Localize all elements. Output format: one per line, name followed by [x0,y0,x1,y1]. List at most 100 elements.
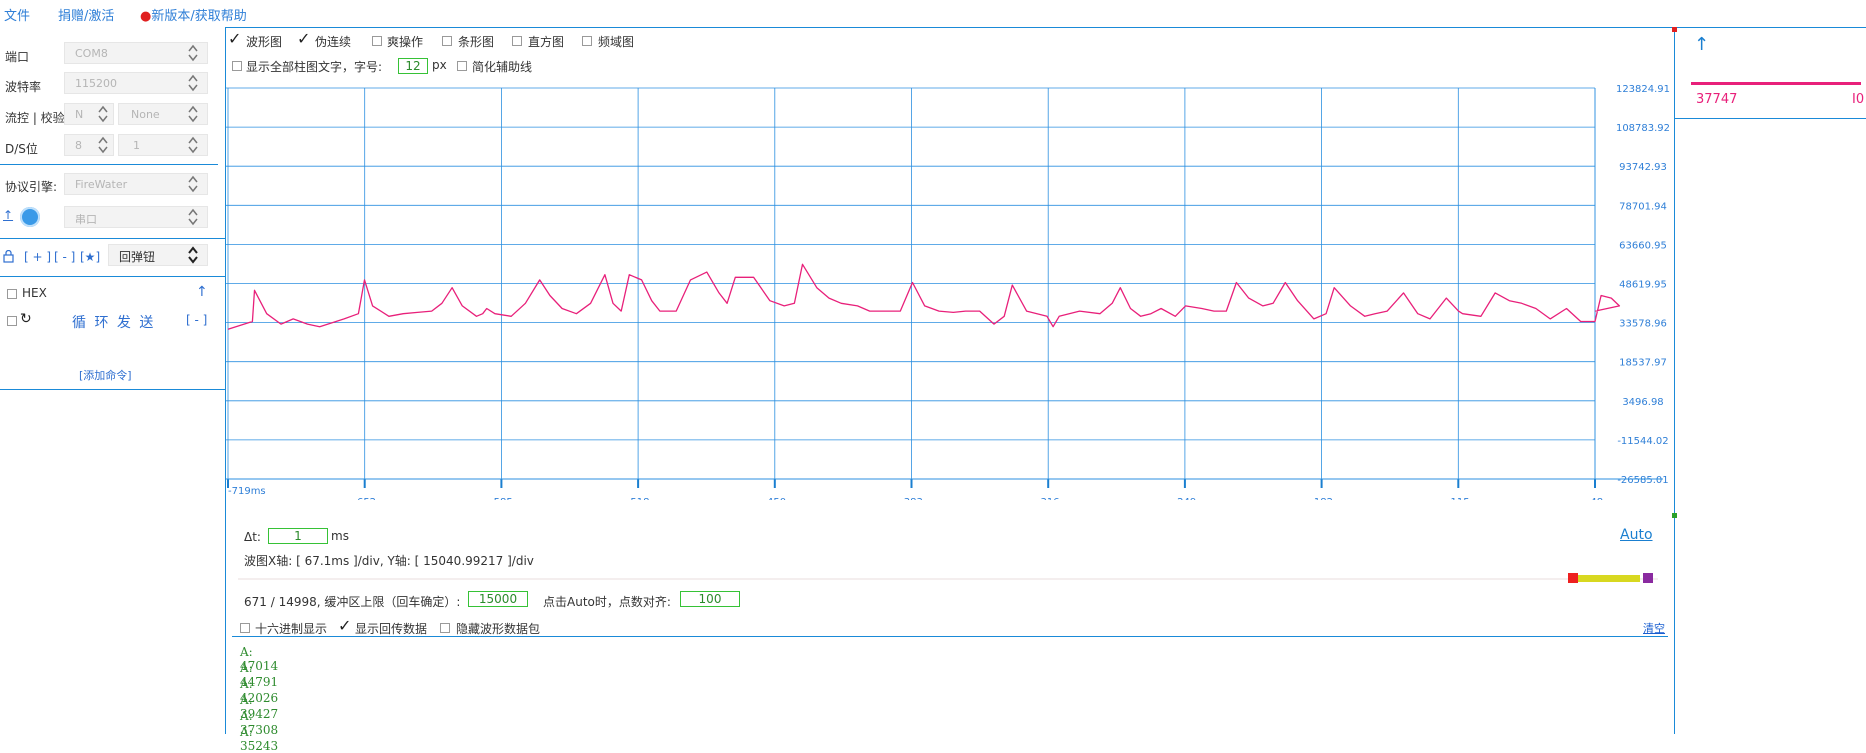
remove-loop-button[interactable]: [ - ] [186,313,208,327]
buffer-limit-input[interactable]: 15000 [468,591,528,607]
divider [0,164,218,165]
serial-value: 串口 [75,213,97,226]
spinner-icon[interactable] [187,74,199,92]
hex-checkbox[interactable] [7,289,17,299]
menu-help-label: 新版本/获取帮助 [151,9,247,24]
upload-arrow-icon[interactable]: ↑ [3,208,14,222]
y-tick-label: 78701.94 [1619,201,1667,212]
send-arrow-icon[interactable]: ↑ [196,284,208,300]
freq-checkbox[interactable] [582,36,592,46]
dt-input[interactable]: 1 [268,528,328,544]
x-tick-label: -249 [1174,497,1197,500]
top-divider [226,27,1866,28]
dt-label: Δt: [244,530,261,544]
flow-select[interactable]: N [64,103,114,125]
waveform-check-icon[interactable]: ✓ [228,29,242,48]
hex-display-checkbox[interactable] [240,623,250,633]
spinner-icon[interactable] [97,105,109,123]
loop-icon: ↻ [20,311,32,327]
lock-icon[interactable] [3,249,14,266]
spinner-icon[interactable] [97,136,109,154]
cool-op-label: 爽操作 [387,35,424,49]
spinner-icon[interactable] [187,175,199,193]
x-tick-label: -450 [763,497,786,500]
serial-select[interactable]: 串口 [64,206,208,228]
simplify-checkbox[interactable] [457,61,467,71]
add-command-link[interactable]: [添加命令] [79,369,132,382]
add-command-bracket-button[interactable]: [ + ] [24,250,52,264]
y-tick-label: 93742.93 [1619,162,1667,173]
parity-select[interactable]: None [118,103,208,125]
button-mode-select[interactable]: 回弹钮 [108,244,208,266]
loop-checkbox[interactable] [7,316,17,326]
y-tick-label: 63660.95 [1619,240,1667,251]
dt-unit: ms [331,529,349,543]
resize-handle[interactable] [1672,513,1677,518]
remove-command-bracket-button[interactable]: [ - ] [54,250,76,264]
star-button[interactable]: [★] [80,250,101,264]
hide-packets-label: 隐藏波形数据包 [456,622,541,636]
menu-file[interactable]: 文件 [4,9,31,24]
y-tick-label: -26585.01 [1617,475,1668,486]
y-tick-label: 123824.91 [1616,84,1670,95]
x-tick-label: -518 [627,497,650,500]
new-version-dot-icon: ● [140,9,152,24]
x-tick-label: -182 [1310,497,1333,500]
flow-label: 流控 | 校验 [5,111,65,125]
auto-button[interactable]: Auto [1620,527,1653,543]
series-line [227,263,1621,330]
hex-label: HEX [22,286,47,300]
y-tick-label: 18537.97 [1619,358,1667,369]
spinner-icon[interactable] [187,44,199,62]
x-tick-label: -115 [1447,497,1470,500]
menu-help[interactable]: ●新版本/获取帮助 [140,5,247,24]
bar-checkbox[interactable] [442,36,452,46]
spinner-icon[interactable] [187,208,199,226]
show-all-text-checkbox[interactable] [232,61,242,71]
hide-packets-checkbox[interactable] [440,623,450,633]
scroll-thumb[interactable] [1578,575,1640,582]
auto-align-input[interactable]: 100 [680,591,740,607]
baud-label: 波特率 [5,80,42,94]
waveform-chart[interactable]: 123824.91 108783.92 93742.93 78701.94 63660.… [226,84,1674,500]
y-tick-label: 33578.96 [1619,319,1667,330]
scroll-track[interactable] [238,578,1658,580]
engine-value: FireWater [75,178,128,191]
clear-button[interactable]: 清空 [1643,622,1665,635]
show-echo-check-icon[interactable]: ✓ [338,616,352,635]
x-tick-label: -585 [490,497,513,500]
scroll-left-handle[interactable] [1568,573,1578,583]
stopbits-select[interactable]: 1 [118,134,208,156]
spinner-icon[interactable] [187,136,199,154]
px-label: px [432,58,447,72]
baud-value: 115200 [75,77,117,90]
scroll-right-handle[interactable] [1643,573,1653,583]
up-arrow-icon[interactable]: ↑ [1694,34,1710,55]
hist-label: 直方图 [528,35,565,49]
loop-send-button[interactable]: 循 环 发 送 [72,315,156,331]
menu-donate[interactable]: 捐赠/激活 [58,9,115,24]
font-size-input[interactable]: 12 [398,58,428,74]
pseudo-check-icon[interactable]: ✓ [297,29,311,48]
x-tick-label: -719ms [228,486,266,497]
spinner-icon[interactable] [187,246,199,264]
x-tick-label: -383 [900,497,923,500]
port-value: COM8 [75,47,108,60]
spinner-icon[interactable] [187,105,199,123]
engine-label: 协议引擎: [5,180,58,194]
databits-select[interactable]: 8 [64,134,114,156]
axis-info: 波图X轴: [ 67.1ms ]/div, Y轴: [ 15040.99217 … [244,554,534,568]
baud-select[interactable]: 115200 [64,72,208,94]
hist-checkbox[interactable] [512,36,522,46]
x-tick-label: -48 [1587,497,1603,500]
right-panel-divider [1675,118,1866,119]
port-select[interactable]: COM8 [64,42,208,64]
simplify-label: 简化辅助线 [472,60,533,74]
cool-op-checkbox[interactable] [372,36,382,46]
engine-select[interactable]: FireWater [64,173,208,195]
log-line: A: 39427 [240,693,279,721]
resize-handle[interactable] [1672,27,1677,32]
connect-toggle-icon[interactable] [20,207,40,227]
series-id[interactable]: I0 [1852,92,1865,107]
right-divider [1674,27,1675,734]
